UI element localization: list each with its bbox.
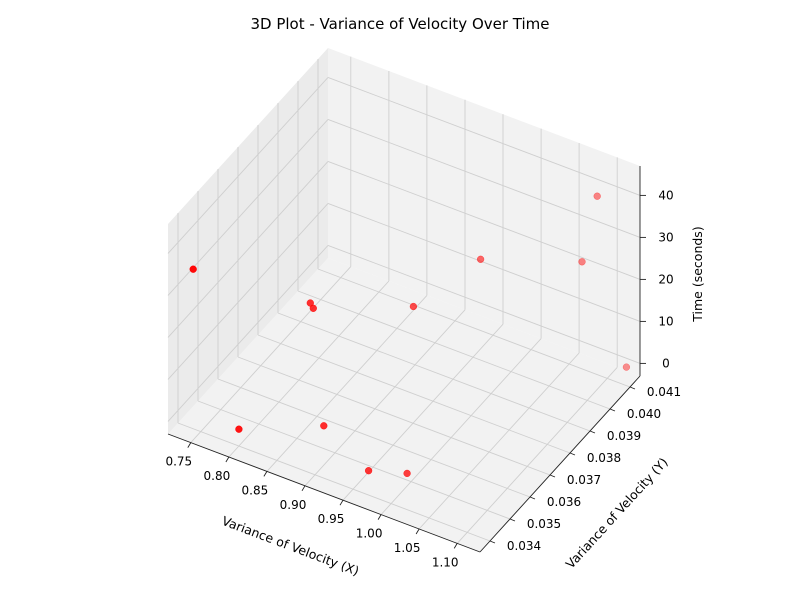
y-grid-line [237,356,551,476]
data-point [622,363,631,371]
z-tick-label: 10 [658,314,673,328]
y-tick-label: 0.039 [607,429,641,443]
y-axis-line [479,375,641,553]
x-tick-mark [225,456,230,463]
x-grid-line [266,295,428,472]
tick-labels: 0.75 0.80 0.85 0.90 0.95 1.00 1.05 1.10 0.034 0.0… [165,188,681,569]
x-tick-label: 1.10 [432,555,459,569]
x-grid-line [190,266,352,443]
data-point [593,192,601,200]
z-tick-label: 40 [658,188,673,202]
z-tick-label: 20 [658,272,673,286]
y-tick-label: 0.038 [587,451,621,465]
data-point [320,422,328,430]
y-grid-line [277,312,591,432]
data-point [409,302,418,311]
y-tick-mark [549,474,556,478]
x-tick-mark [263,471,268,477]
z-grid-line [327,118,641,238]
left-wall-pane [168,48,328,434]
x-tick-mark [415,528,420,535]
chart-title: 3D Plot - Variance of Velocity Over Time [250,15,549,33]
x-grid-line [418,352,580,530]
y-tick-mark [589,430,596,434]
grid-lines [167,56,641,544]
x-tick-label: 0.95 [318,512,345,526]
z-grid-line [327,76,641,196]
z-tick-label: 30 [658,230,673,244]
y-tick-label: 0.040 [627,407,661,421]
y-tick-mark [529,496,536,500]
y-tick-label: 0.041 [647,385,681,399]
y-tick-mark [569,452,576,456]
axis-lines [167,166,646,553]
y-grid-line [197,400,511,520]
y-grid-line [317,268,631,388]
y-tick-mark [629,386,636,390]
y-grid-line [297,290,611,410]
y-grid-line [177,422,491,542]
data-point [578,258,586,266]
data-point [364,467,373,475]
y-tick-mark [509,518,516,522]
z-grid-line [327,244,641,364]
x-grid-line [228,280,390,458]
z-grid-line [167,161,329,338]
z-tick-label: 0 [662,356,670,370]
x-tick-mark [339,499,344,506]
x-tick-label: 1.00 [356,527,383,541]
z-grid-line [167,245,329,422]
y-grid-line [257,334,571,454]
x-tick-label: 0.90 [280,498,307,512]
z-grid-line [167,77,329,254]
data-point [189,265,197,273]
y-tick-label: 0.035 [527,517,561,531]
x-tick-label: 0.75 [165,455,192,469]
x-tick-mark [187,442,192,448]
data-point [309,304,317,312]
data-points [189,192,631,478]
y-tick-label: 0.034 [507,539,541,553]
x-tick-label: 0.80 [204,469,231,483]
x-grid-line [456,367,618,544]
x-tick-label: 1.05 [394,541,421,555]
x-tick-mark [453,543,458,549]
z-grid-line [167,203,329,380]
data-point [476,255,485,263]
y-grid-line [217,378,531,498]
x-tick-label: 0.85 [242,483,269,497]
z-grid-line [327,160,641,280]
y-tick-mark [489,540,496,544]
x-axis-line [167,433,481,553]
data-point [403,469,411,478]
back-wall-pane [328,48,640,376]
x-tick-mark [377,514,382,520]
x-grid-line [380,338,542,515]
x-grid-line [304,309,466,487]
data-point [235,425,243,433]
y-tick-mark [609,408,616,412]
z-grid-line [327,202,641,322]
y-tick-label: 0.037 [567,473,601,487]
x-tick-mark [301,485,306,492]
z-axis-label: Time (seconds) [690,226,705,322]
y-tick-label: 0.036 [547,495,581,509]
